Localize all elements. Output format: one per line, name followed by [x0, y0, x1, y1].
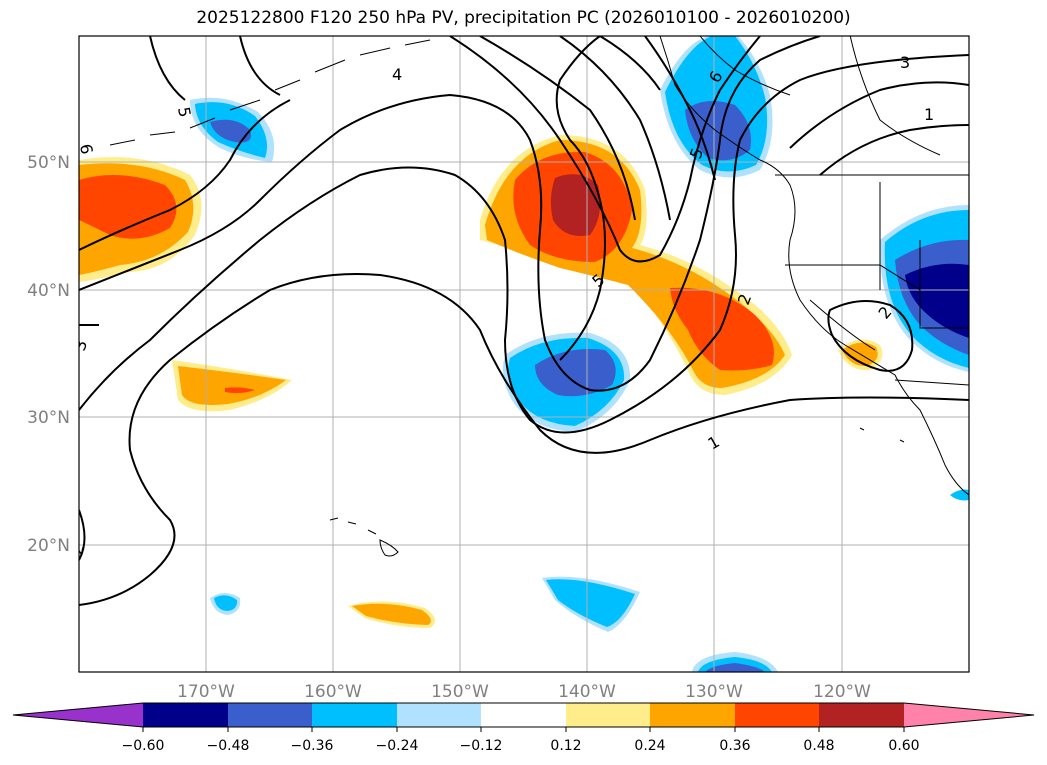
- contour-label-4: 4: [392, 65, 402, 84]
- colorbar-tick-label: 0.36: [719, 738, 750, 754]
- map-area[interactable]: 1 1 2 2 2 3 3 4 5 5 5 6 6: [67, 35, 969, 672]
- colorbar-segment-5: [481, 703, 566, 727]
- colorbar-tick-label: −0.48: [207, 738, 250, 754]
- lon-label-120w: 120°W: [813, 682, 871, 702]
- contour-label-1: 1: [924, 105, 934, 124]
- colorbar: −0.60 −0.48 −0.36 −0.24 −0.12 0.12 0.24 …: [12, 702, 1035, 754]
- colorbar-segment-9: [819, 703, 904, 727]
- lat-label-40: 40°N: [27, 281, 70, 301]
- colorbar-tick-label: −0.24: [376, 738, 419, 754]
- contour-label-2: 2: [67, 543, 87, 556]
- colorbar-segment-6: [566, 703, 650, 727]
- lon-label-130w: 130°W: [685, 682, 743, 702]
- contour-label-3: 3: [900, 53, 910, 72]
- lon-label-150w: 150°W: [431, 682, 489, 702]
- colorbar-segment-7: [650, 703, 735, 727]
- map-frame: [78, 35, 970, 673]
- pv-contour-1: [79, 273, 969, 606]
- colorbar-segment-4: [397, 703, 481, 727]
- colorbar-tick-label: 0.12: [550, 738, 581, 754]
- lon-label-170w: 170°W: [177, 682, 235, 702]
- colorbar-tick-label: 0.48: [803, 738, 834, 754]
- precip-shading: [79, 36, 969, 672]
- colorbar-tick-label: −0.12: [460, 738, 503, 754]
- lat-label-50: 50°N: [27, 153, 70, 173]
- longitude-labels: 170°W 160°W 150°W 140°W 130°W 120°W: [177, 682, 871, 702]
- lat-label-30: 30°N: [27, 408, 70, 428]
- pv-contour-2: [79, 509, 86, 561]
- colorbar-segment-1: [143, 703, 228, 727]
- colorbar-segment-low-extend: [13, 703, 143, 727]
- colorbar-segment-3: [312, 703, 397, 727]
- contour-label-5: 5: [174, 105, 194, 118]
- colorbar-tick-label: 0.60: [888, 738, 919, 754]
- colorbar-segment-2: [228, 703, 312, 727]
- latitude-labels: 50°N 40°N 30°N 20°N: [27, 153, 70, 556]
- lon-label-140w: 140°W: [558, 682, 616, 702]
- pv-contours: [79, 36, 969, 606]
- map-title: 2025122800 F120 250 hPa PV, precipitatio…: [196, 8, 851, 28]
- colorbar-tick-label: 0.24: [634, 738, 665, 754]
- lon-label-160w: 160°W: [304, 682, 362, 702]
- colorbar-segment-high-extend: [904, 703, 1034, 727]
- lat-label-20: 20°N: [27, 536, 70, 556]
- graticule: [79, 36, 969, 672]
- contour-label-6: 6: [76, 142, 96, 155]
- colorbar-tick-label: −0.36: [291, 738, 334, 754]
- coastlines: [109, 36, 969, 557]
- colorbar-segment-8: [735, 703, 819, 727]
- colorbar-tick-label: −0.60: [122, 738, 165, 754]
